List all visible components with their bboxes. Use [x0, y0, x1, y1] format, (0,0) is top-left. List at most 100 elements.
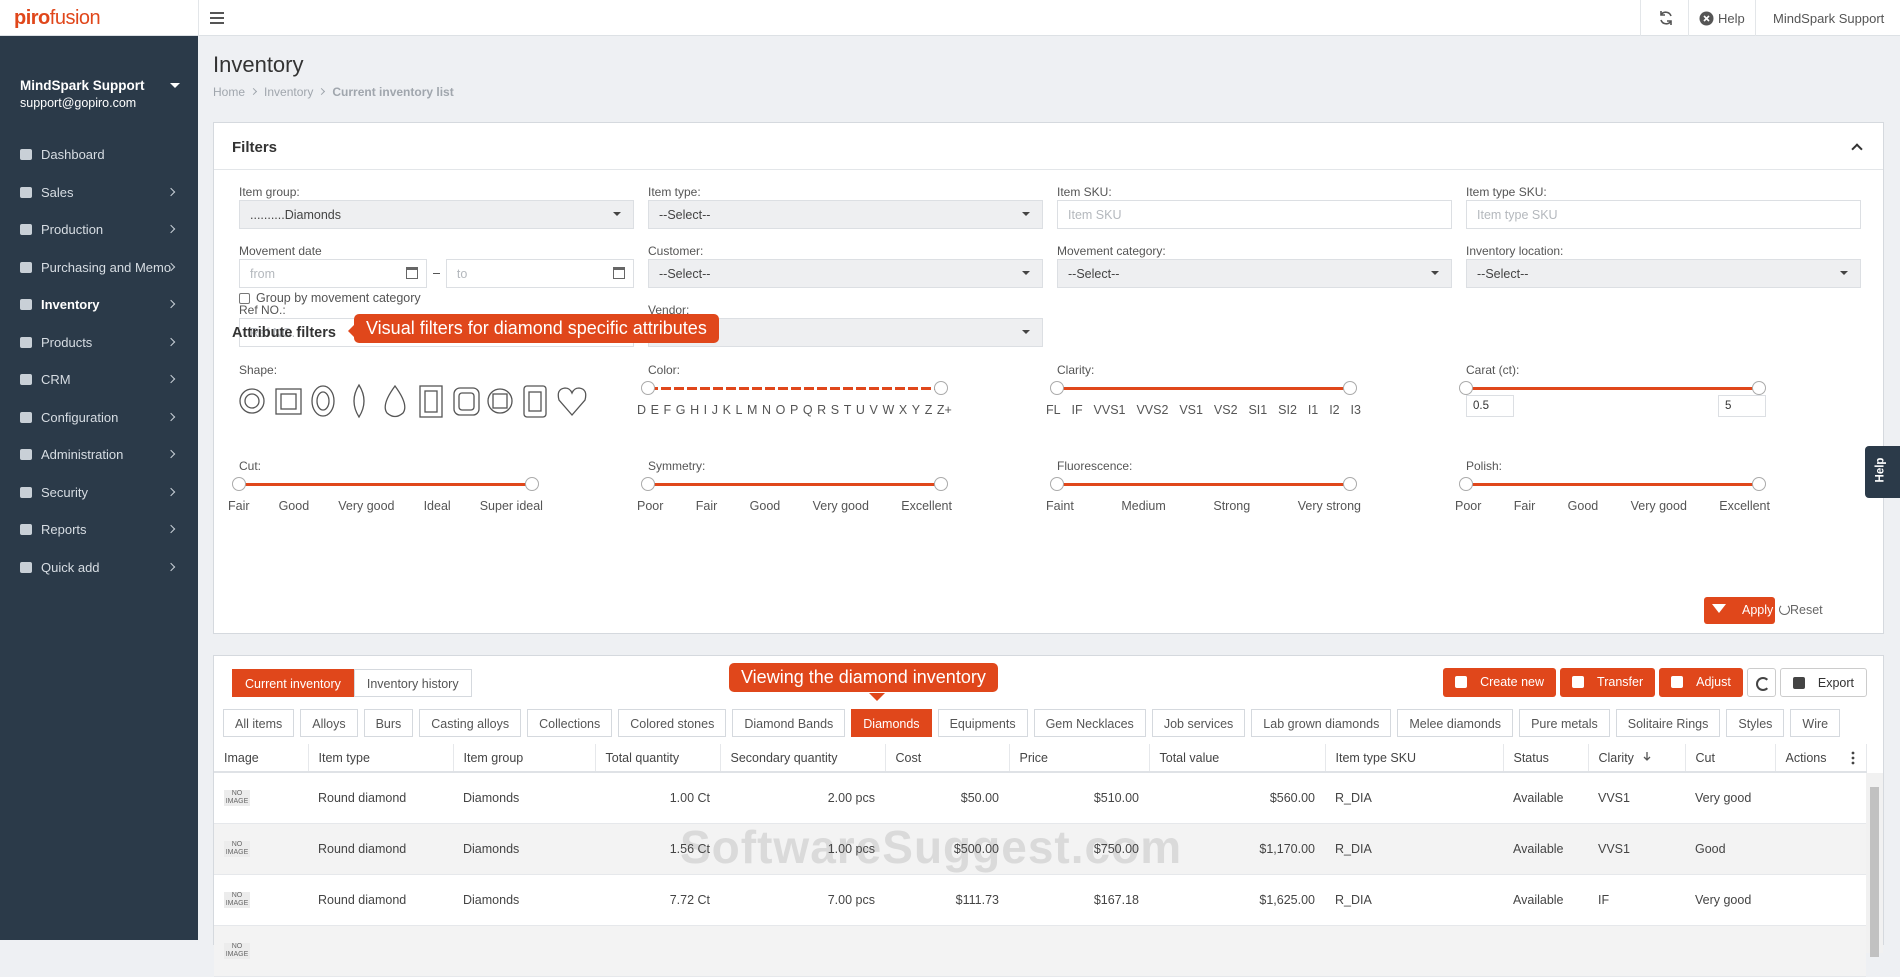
user-menu[interactable]: MindSpark Support — [1773, 11, 1885, 26]
slider-handle[interactable] — [641, 381, 655, 395]
max-input[interactable]: 5 — [1718, 395, 1766, 417]
slider-track[interactable] — [1057, 483, 1350, 486]
date-input[interactable]: to — [445, 259, 634, 288]
shape-emerald[interactable] — [419, 385, 443, 418]
view-tab[interactable]: Current inventory — [232, 669, 354, 697]
table-row[interactable]: NO IMAGE Round diamond Diamonds 1.00 Ct 2.00… — [214, 772, 1866, 824]
menu-item[interactable]: Products — [0, 324, 198, 361]
group-tab[interactable]: Wire — [1790, 709, 1841, 737]
refresh-icon[interactable] — [1658, 10, 1674, 26]
calendar-icon[interactable] — [406, 267, 419, 279]
shape-round[interactable] — [239, 388, 265, 414]
min-input[interactable]: 0.5 — [1466, 395, 1514, 417]
column-header[interactable]: Total quantity — [595, 744, 721, 773]
action-button[interactable]: Export — [1779, 668, 1867, 697]
group-by[interactable]: Group by movement category — [239, 291, 421, 305]
apply-button[interactable]: Apply — [1704, 597, 1775, 624]
menu-item[interactable]: Sales — [0, 174, 198, 211]
group-tab[interactable]: Lab grown diamonds — [1251, 709, 1392, 737]
shape-princess[interactable] — [275, 388, 302, 415]
slider-handle[interactable] — [934, 477, 948, 491]
group-tab[interactable]: Gem Necklaces — [1033, 709, 1146, 737]
select-box[interactable]: --Select-- — [648, 259, 1043, 288]
slider-track[interactable] — [239, 483, 532, 486]
group-tab[interactable]: Alloys — [300, 709, 358, 737]
menu-item[interactable]: Administration — [0, 436, 198, 473]
column-header[interactable]: Status — [1503, 744, 1589, 773]
table-row[interactable]: NO IMAGE Round diamond Diamonds 7.72 Ct 7.00… — [214, 874, 1866, 926]
help-tab[interactable]: Help — [1865, 446, 1900, 498]
shape-radiant[interactable] — [523, 385, 547, 418]
group-tab[interactable]: Colored stones — [618, 709, 727, 737]
menu-item[interactable]: Purchasing and Memo — [0, 249, 198, 286]
menu-item[interactable]: Security — [0, 474, 198, 511]
slider-handle[interactable] — [1752, 477, 1766, 491]
group-tab[interactable]: All items — [223, 709, 295, 737]
group-tab[interactable]: Styles — [1726, 709, 1785, 737]
shape-cushion[interactable] — [453, 387, 480, 416]
user-name[interactable]: MindSpark Support — [20, 78, 145, 93]
slider-handle[interactable] — [1752, 381, 1766, 395]
column-menu[interactable] — [1850, 751, 1856, 765]
action-button[interactable]: Transfer — [1560, 668, 1656, 697]
slider-handle[interactable] — [232, 477, 246, 491]
column-header[interactable]: Secondary quantity — [720, 744, 886, 773]
column-header[interactable]: Image — [214, 744, 309, 773]
column-header[interactable]: Total value — [1149, 744, 1326, 773]
table-row[interactable]: NO IMAGE — [214, 925, 1866, 977]
slider-track[interactable] — [648, 387, 941, 390]
calendar-icon[interactable] — [613, 267, 625, 279]
group-tab[interactable]: Casting alloys — [419, 709, 522, 737]
slider-handle[interactable] — [525, 477, 539, 491]
slider-handle[interactable] — [1050, 477, 1064, 491]
menu-item[interactable]: Inventory — [0, 286, 198, 323]
action-button[interactable]: Create new — [1443, 668, 1557, 697]
slider-handle[interactable] — [1050, 381, 1064, 395]
select-box[interactable]: --Select-- — [1057, 259, 1452, 288]
shape-marquise[interactable] — [353, 383, 365, 419]
shape-pear[interactable] — [384, 384, 406, 418]
column-header[interactable]: Actions — [1775, 744, 1867, 773]
scrollbar[interactable] — [1866, 773, 1883, 957]
menu-item[interactable]: Reports — [0, 511, 198, 548]
select-box[interactable]: --Select-- — [648, 200, 1043, 229]
collapse-toggle[interactable] — [1851, 143, 1863, 155]
menu-item[interactable]: Configuration — [0, 399, 198, 436]
reset-button[interactable]: Reset — [1790, 603, 1823, 617]
slider-handle[interactable] — [641, 477, 655, 491]
slider-track[interactable] — [1466, 483, 1759, 486]
shape-heart[interactable] — [557, 387, 587, 416]
menu-toggle[interactable] — [210, 12, 224, 24]
group-tab[interactable]: Pure metals — [1519, 709, 1610, 737]
slider-handle[interactable] — [1343, 381, 1357, 395]
menu-item[interactable]: CRM — [0, 361, 198, 398]
menu-item[interactable]: Production — [0, 211, 198, 248]
shape-asscher[interactable] — [487, 388, 513, 414]
shape-icons[interactable] — [239, 383, 599, 423]
shape-oval[interactable] — [311, 385, 335, 417]
menu-item[interactable]: Quick add — [0, 549, 198, 586]
group-tab[interactable]: Equipments — [937, 709, 1028, 737]
column-header[interactable]: Clarity — [1588, 744, 1686, 773]
slider-track[interactable] — [1057, 387, 1350, 390]
text-input[interactable]: Item SKU — [1057, 200, 1452, 229]
crumb[interactable]: Home — [213, 85, 246, 99]
group-tab[interactable]: Burs — [363, 709, 414, 737]
group-tab[interactable]: Diamonds — [851, 709, 932, 737]
column-header[interactable]: Item type — [308, 744, 454, 773]
slider-handle[interactable] — [1459, 381, 1473, 395]
column-header[interactable]: Item group — [453, 744, 596, 773]
column-header[interactable]: Cut — [1685, 744, 1776, 773]
group-tab[interactable]: Melee diamonds — [1397, 709, 1514, 737]
column-header[interactable]: Cost — [885, 744, 1010, 773]
text-input[interactable]: Item type SKU — [1466, 200, 1861, 229]
slider-handle[interactable] — [1459, 477, 1473, 491]
date-input[interactable]: from — [239, 259, 428, 288]
slider-track[interactable] — [1466, 387, 1759, 390]
scroll-thumb[interactable] — [1870, 787, 1879, 957]
group-tab[interactable]: Solitaire Rings — [1615, 709, 1721, 737]
action-button[interactable]: Adjust — [1659, 668, 1743, 697]
slider-handle[interactable] — [934, 381, 948, 395]
table-row[interactable]: NO IMAGE Round diamond Diamonds 1.56 Ct 1.00… — [214, 823, 1866, 875]
checkbox[interactable] — [239, 292, 250, 304]
